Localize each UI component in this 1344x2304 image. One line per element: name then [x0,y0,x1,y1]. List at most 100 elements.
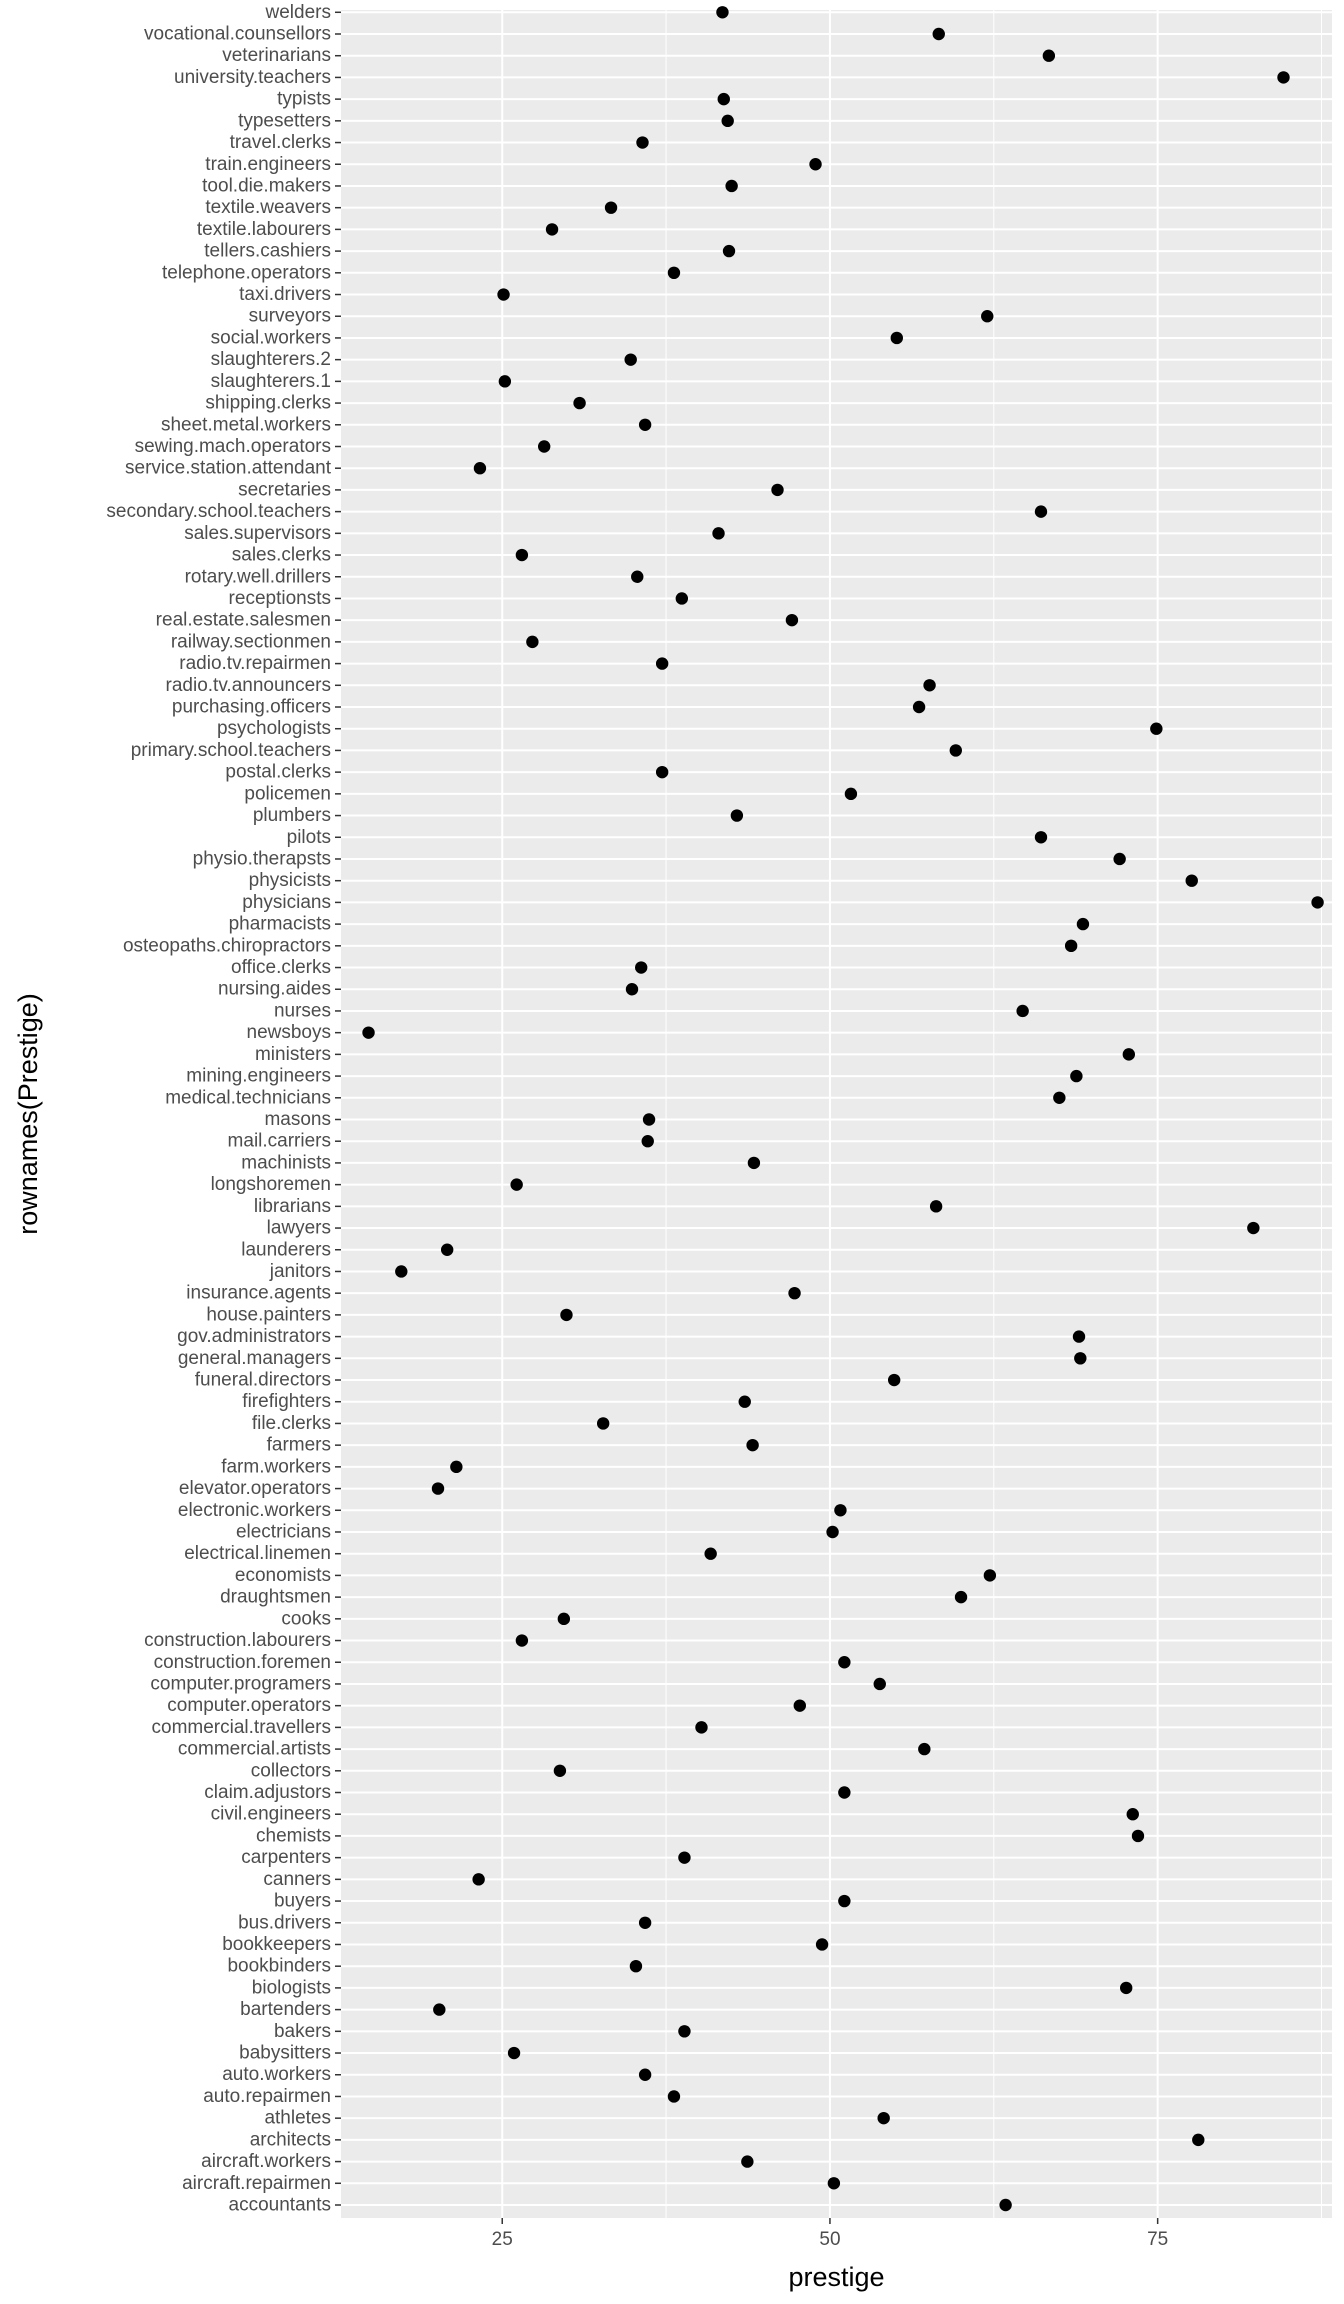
data-point [923,679,936,692]
data-point [932,27,945,41]
data-point [472,1873,485,1886]
y-tick-label: cooks [281,1608,331,1629]
data-point [695,1721,708,1734]
y-tick-label: commercial.artists [178,1739,331,1760]
data-point [498,375,512,388]
y-tick-label: architects [250,2129,331,2150]
data-point [1016,1004,1029,1018]
data-point [721,114,734,128]
y-tick-label: train.engineers [205,154,331,175]
y-tick-label: file.clerks [252,1413,331,1434]
data-point [999,2198,1012,2212]
data-point [1119,1981,1133,1995]
data-point [877,2111,890,2125]
y-tick-labels: accountantsaircraft.repairmenaircraft.wo… [106,2,341,2216]
data-point [450,1460,463,1474]
data-point [667,2090,681,2103]
y-tick-label: newsboys [247,1022,332,1043]
data-point [912,700,926,714]
data-point [788,1286,801,1300]
y-tick-label: canners [263,1869,331,1890]
y-tick-label: librarians [254,1196,331,1217]
y-tick-label: osteopaths.chiropractors [123,935,331,956]
data-point [515,1634,529,1647]
data-point [497,288,510,301]
y-tick-label: tellers.cashiers [204,241,331,262]
data-point [1113,852,1126,866]
y-tick-label: typesetters [238,110,331,131]
data-point [725,179,738,193]
y-tick-label: gov.administrators [177,1326,331,1347]
data-point [537,440,551,453]
data-point [785,613,799,627]
y-tick-label: plumbers [253,805,331,826]
y-tick-label: radio.tv.announcers [166,675,331,696]
y-tick-label: launderers [241,1239,331,1260]
data-point [1150,722,1163,735]
data-point [636,136,649,149]
data-point [604,201,618,214]
y-tick-label: mail.carriers [228,1131,331,1152]
data-point [1247,1221,1260,1235]
x-axis-title: prestige [788,2262,884,2292]
y-tick-label: insurance.agents [186,1283,331,1304]
data-point [678,1851,691,1864]
y-tick-label: veterinarians [222,45,331,66]
y-tick-label: biologists [252,1977,331,1998]
y-tick-label: purchasing.officers [172,697,331,718]
y-tick-label: draughtsmen [220,1587,331,1608]
data-point [815,1938,829,1951]
y-tick-label: receptionsts [229,588,331,609]
y-tick-label: carpenters [241,1847,331,1868]
y-tick-label: bookkeepers [222,1934,331,1955]
y-tick-label: psychologists [217,718,331,739]
data-point [510,1178,523,1191]
data-point [362,1026,375,1039]
data-point [507,2046,521,2060]
data-point [1185,874,1198,887]
plot-panel [341,10,1332,2218]
y-tick-label: sheet.metal.workers [161,414,331,435]
data-point [981,310,994,323]
y-tick-label: primary.school.teachers [131,740,331,761]
data-point [712,527,725,540]
y-tick-label: tool.die.makers [202,175,331,196]
y-tick-label: ministers [255,1044,331,1065]
y-tick-label: travel.clerks [230,132,331,153]
data-point [1064,939,1078,953]
data-point [655,657,669,670]
data-point [1070,1069,1083,1083]
data-point [573,396,586,410]
data-point [678,2025,691,2038]
data-point [827,2177,841,2190]
y-tick-label: general.managers [178,1348,331,1369]
y-tick-label: economists [235,1565,331,1586]
y-tick-label: bus.drivers [238,1912,331,1933]
y-tick-label: aircraft.workers [201,2151,331,2172]
y-tick-label: real.estate.salesmen [156,610,331,631]
y-tick-label: slaughterers.2 [211,349,331,370]
x-tick-labels: 25 50 75 [492,2218,1168,2250]
y-tick-label: social.workers [211,327,331,348]
data-point [738,1395,751,1408]
data-point [873,1677,886,1691]
y-tick-label: longshoremen [211,1174,331,1195]
y-tick-label: service.station.attendant [125,458,332,479]
y-tick-label: buyers [274,1891,331,1912]
data-point [473,462,487,475]
data-point [431,1482,445,1495]
y-tick-label: construction.labourers [144,1630,331,1651]
y-tick-label: vocational.counsellors [144,24,331,45]
y-tick-label: secretaries [238,479,331,500]
data-point [887,1373,901,1387]
data-point [1042,49,1056,62]
data-point [1076,917,1090,931]
data-point [826,1525,839,1539]
data-point [838,1894,851,1908]
y-tick-label: typists [277,89,331,110]
y-tick-label: medical.technicians [165,1087,331,1108]
y-tick-label: policemen [244,783,331,804]
x-tick-label: 25 [492,2229,513,2250]
y-tick-label: masons [264,1109,331,1130]
